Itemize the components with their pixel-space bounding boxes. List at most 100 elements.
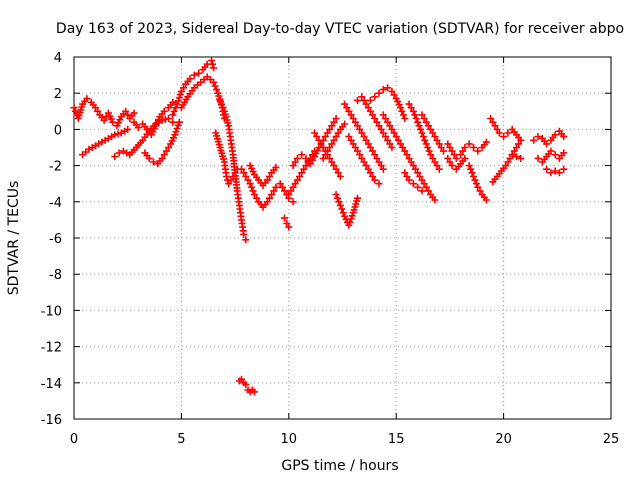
- data-point: [158, 154, 166, 162]
- data-point: [298, 169, 306, 177]
- data-point: [420, 180, 428, 188]
- data-point: [450, 151, 458, 159]
- data-point: [338, 205, 346, 213]
- data-point: [291, 180, 299, 188]
- data-point: [287, 187, 295, 195]
- data-point: [543, 140, 551, 148]
- data-point: [195, 69, 203, 77]
- x-tick-label: 5: [177, 432, 185, 447]
- data-point: [100, 116, 108, 124]
- data-point: [543, 165, 551, 173]
- data-point: [560, 133, 568, 141]
- data-point: [364, 165, 372, 173]
- data-point: [130, 109, 138, 117]
- data-point: [326, 154, 334, 162]
- data-point: [388, 87, 396, 95]
- data-point: [253, 194, 261, 202]
- data-point: [471, 176, 479, 184]
- data-point: [326, 144, 334, 151]
- data-point: [296, 173, 303, 180]
- data-point: [382, 115, 389, 122]
- data-point: [379, 111, 387, 119]
- data-point: [345, 133, 353, 141]
- data-point: [375, 122, 383, 130]
- data-point: [384, 84, 392, 92]
- data-point: [150, 158, 157, 166]
- data-point: [354, 96, 361, 104]
- data-point: [446, 158, 454, 166]
- data-point: [506, 154, 514, 162]
- data-point: [487, 115, 495, 122]
- data-point: [356, 125, 364, 133]
- data-point: [457, 151, 465, 159]
- data-point: [176, 91, 184, 99]
- data-point: [270, 187, 278, 195]
- data-point: [504, 158, 512, 166]
- data-point: [474, 147, 482, 155]
- data-point: [246, 180, 254, 188]
- data-point: [384, 136, 392, 144]
- data-point: [371, 93, 379, 101]
- data-point: [427, 125, 435, 133]
- data-point: [330, 118, 338, 126]
- data-point: [412, 165, 419, 173]
- data-point: [341, 100, 349, 108]
- data-point: [433, 136, 441, 144]
- data-point: [94, 107, 102, 115]
- data-point: [209, 60, 216, 68]
- data-point: [362, 100, 370, 108]
- data-point: [347, 111, 355, 119]
- data-point: [319, 144, 327, 151]
- data-point: [366, 96, 374, 104]
- data-point: [508, 151, 516, 159]
- data-point: [346, 218, 354, 226]
- data-point: [534, 133, 542, 141]
- data-point: [495, 129, 503, 137]
- data-point: [377, 125, 385, 133]
- data-point: [321, 133, 329, 141]
- data-point: [364, 140, 372, 148]
- data-point: [162, 147, 170, 155]
- data-point: [388, 125, 396, 133]
- data-point: [293, 154, 301, 162]
- data-point: [210, 64, 218, 72]
- data-point: [242, 236, 250, 244]
- data-point: [210, 78, 218, 86]
- data-point: [289, 198, 297, 206]
- data-point: [114, 130, 122, 138]
- chart-title: Day 163 of 2023, Sidereal Day-to-day VTE…: [56, 21, 624, 37]
- data-point: [446, 144, 454, 151]
- data-point: [266, 194, 273, 202]
- data-point: [266, 173, 273, 180]
- data-point: [476, 187, 484, 195]
- data-point: [263, 176, 271, 184]
- data-point: [231, 169, 239, 177]
- data-point: [115, 149, 123, 157]
- data-point: [326, 125, 334, 133]
- data-point: [328, 122, 336, 130]
- data-point: [278, 183, 286, 191]
- data-point: [416, 173, 424, 180]
- data-point: [180, 84, 187, 92]
- data-point: [500, 133, 508, 141]
- data-point: [418, 187, 426, 195]
- data-point: [452, 154, 460, 162]
- data-point: [334, 169, 342, 177]
- y-tick-label: -6: [49, 232, 62, 247]
- data-point: [285, 223, 293, 231]
- data-point: [407, 104, 415, 112]
- data-point: [321, 147, 329, 155]
- data-point: [429, 154, 437, 162]
- y-tick-label: 4: [54, 51, 62, 66]
- data-point: [412, 115, 420, 122]
- x-tick-label: 10: [281, 432, 298, 447]
- data-point: [238, 165, 245, 173]
- data-point: [482, 196, 490, 204]
- data-point: [433, 162, 441, 170]
- data-point: [122, 107, 130, 115]
- data-point: [371, 151, 379, 159]
- data-point: [225, 180, 233, 188]
- data-point: [444, 154, 452, 162]
- data-point: [513, 144, 520, 151]
- data-point: [472, 180, 480, 188]
